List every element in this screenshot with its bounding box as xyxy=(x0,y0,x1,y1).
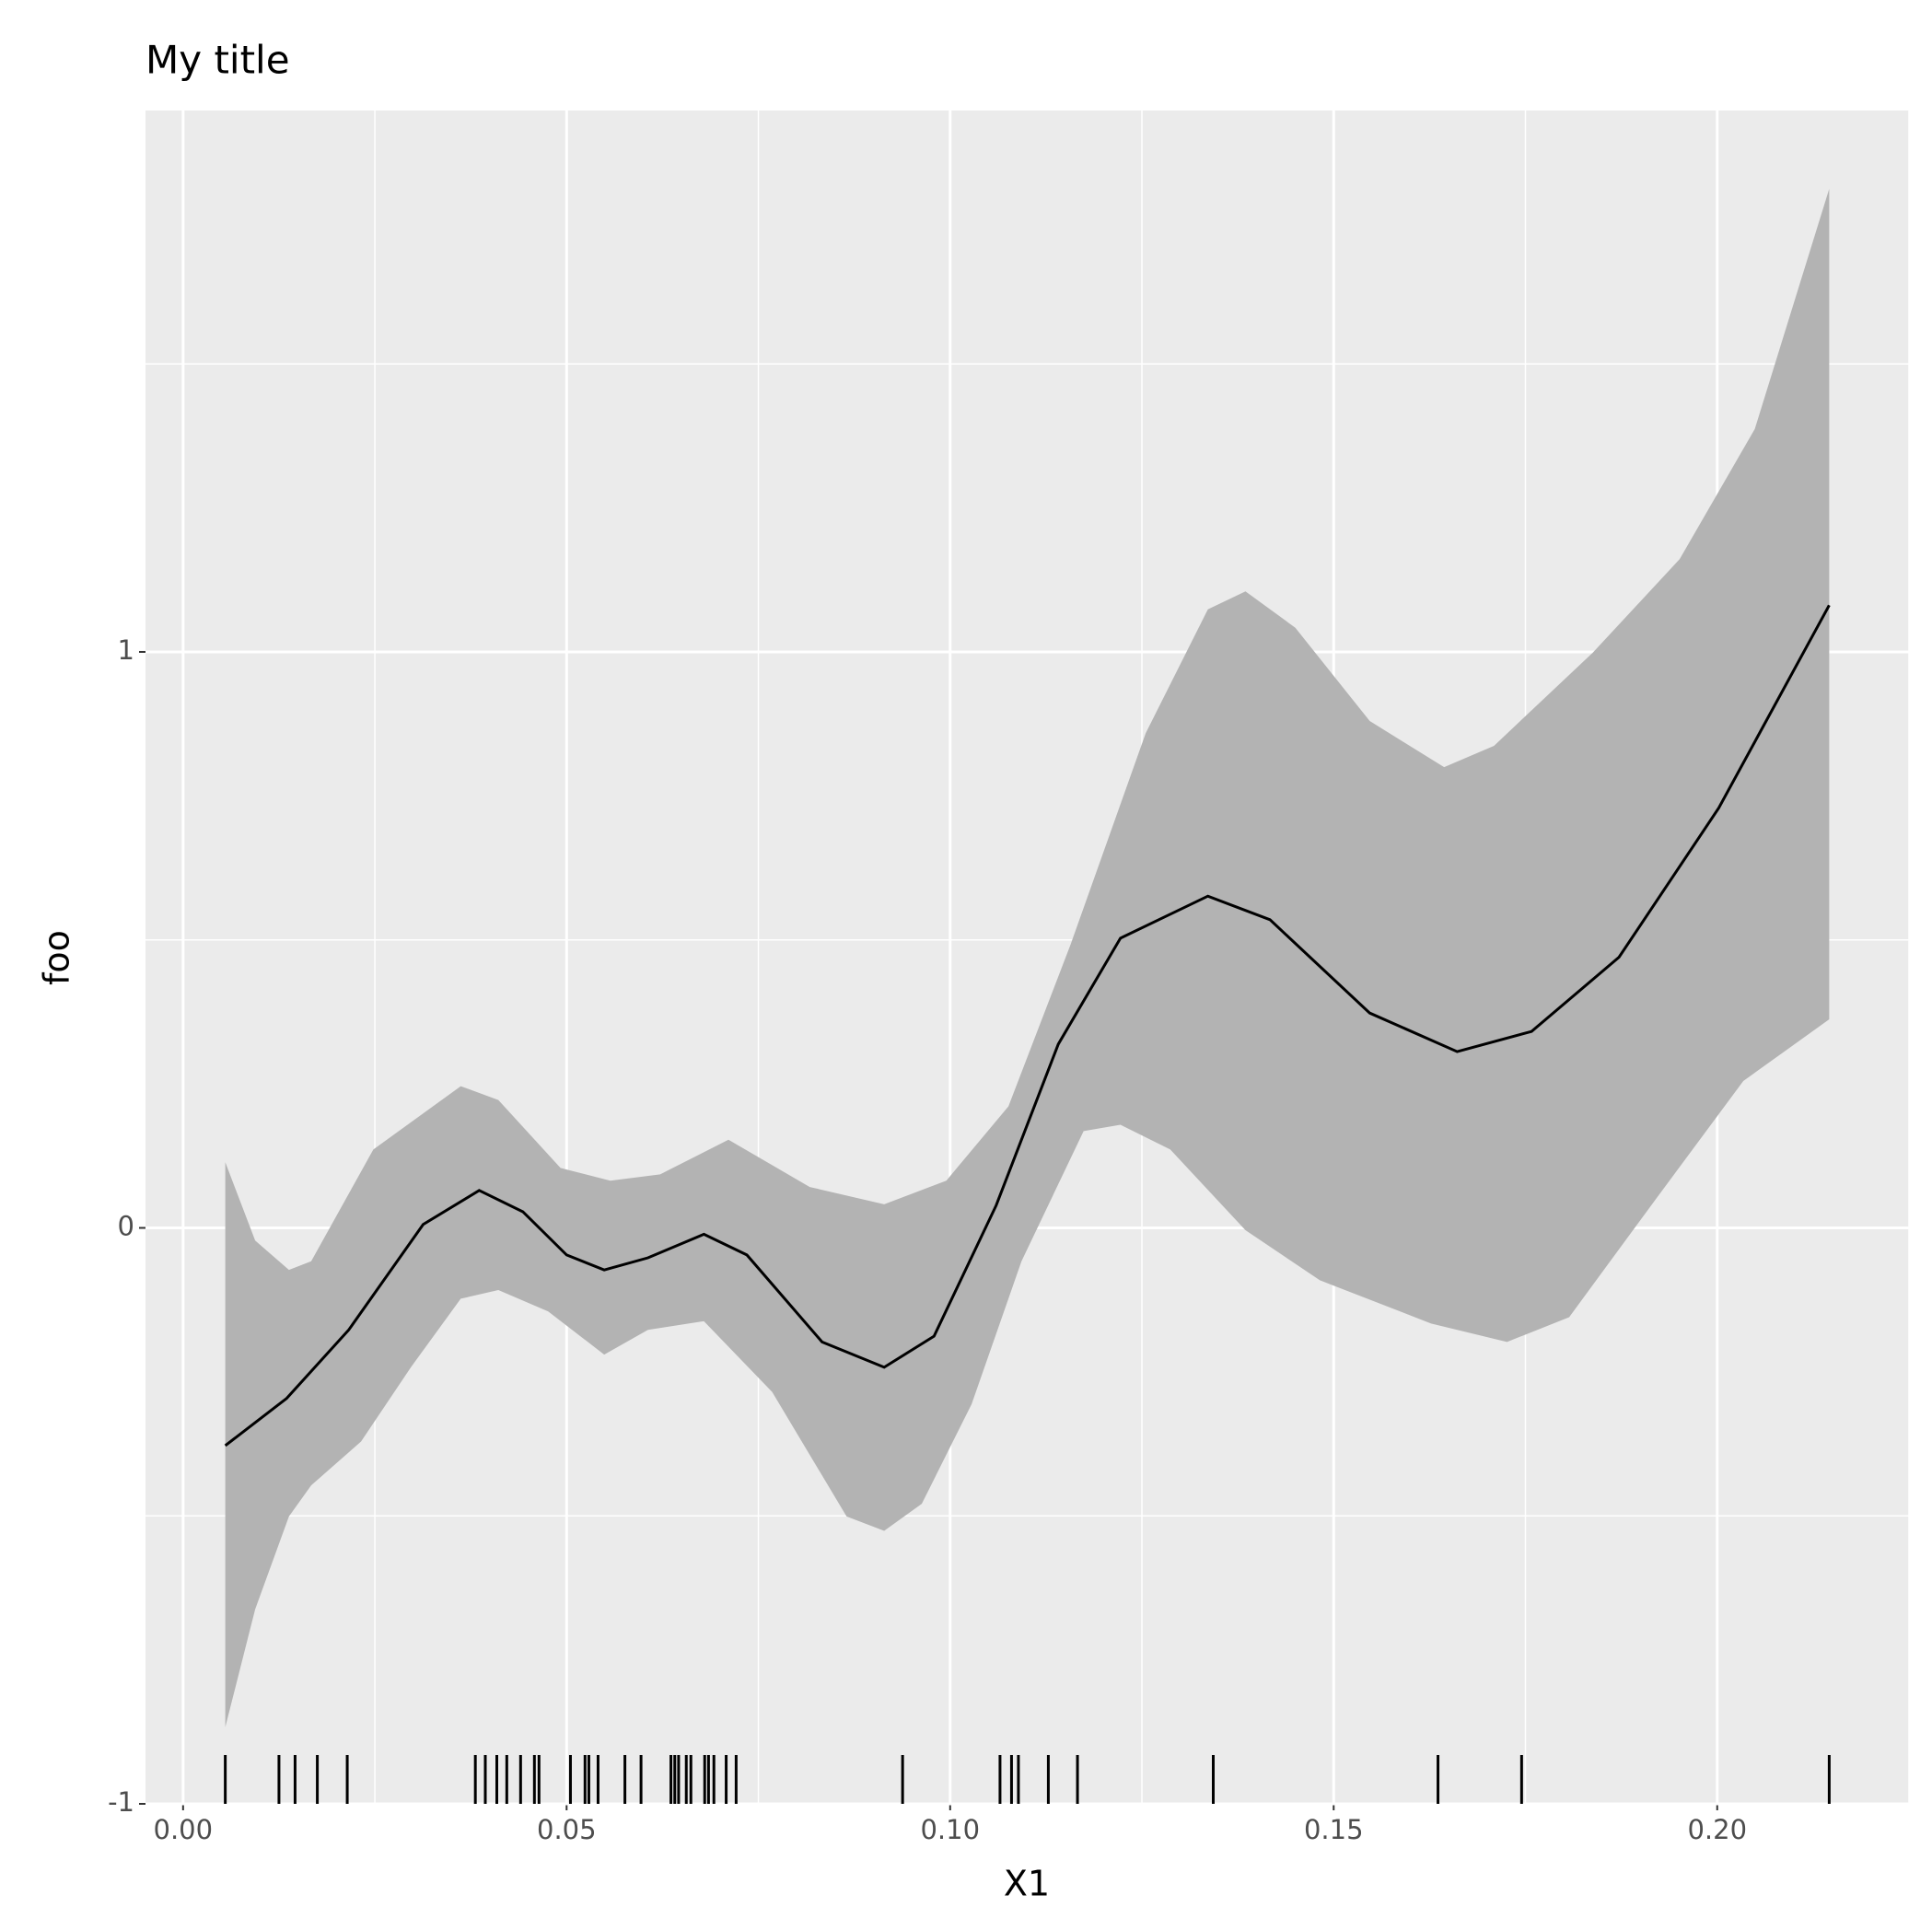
x-tick-label: 0.10 xyxy=(920,1814,980,1845)
chart-title: My title xyxy=(145,38,290,83)
x-tick-label: 0.00 xyxy=(154,1814,214,1845)
y-tick-label: 0 xyxy=(118,1210,134,1241)
y-axis-title: foo xyxy=(37,930,77,985)
x-tick-label: 0.05 xyxy=(537,1814,597,1845)
x-axis-title: X1 xyxy=(1004,1864,1050,1904)
fit-line xyxy=(224,604,1831,1448)
x-tick-label: 0.15 xyxy=(1304,1814,1364,1845)
x-tick-label: 0.20 xyxy=(1687,1814,1747,1845)
y-tick-label: -1 xyxy=(108,1786,134,1818)
y-tick-label: 1 xyxy=(118,634,134,666)
confidence-ribbon xyxy=(225,189,1830,1727)
